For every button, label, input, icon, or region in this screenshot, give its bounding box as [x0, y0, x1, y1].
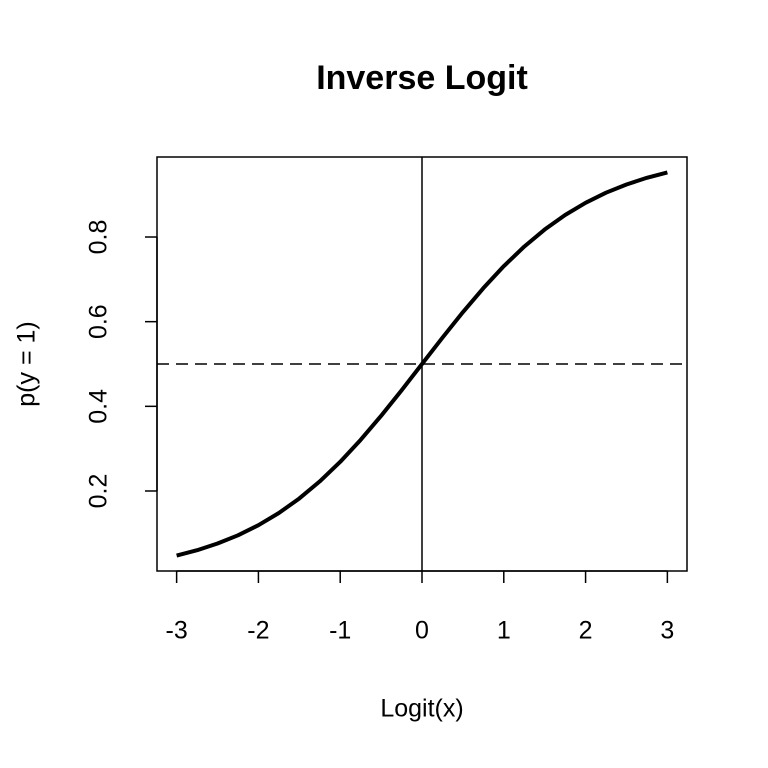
y-tick-label: 0.2 [85, 474, 113, 509]
y-axis-label: p(y = 1) [13, 321, 41, 406]
x-tick-label: -2 [247, 617, 269, 645]
x-tick-label: -1 [329, 617, 351, 645]
x-tick-label: 0 [415, 617, 429, 645]
x-tick-label: 3 [660, 617, 674, 645]
x-tick-label: 2 [579, 617, 593, 645]
y-tick-label: 0.8 [85, 220, 113, 255]
x-axis-label: Logit(x) [380, 695, 463, 723]
chart-title: Inverse Logit [316, 59, 528, 97]
y-tick-label: 0.6 [85, 304, 113, 339]
x-tick-label: -3 [166, 617, 188, 645]
line-series [176, 170, 668, 558]
y-tick-label: 0.4 [85, 389, 113, 424]
x-tick-label: 1 [497, 617, 511, 645]
